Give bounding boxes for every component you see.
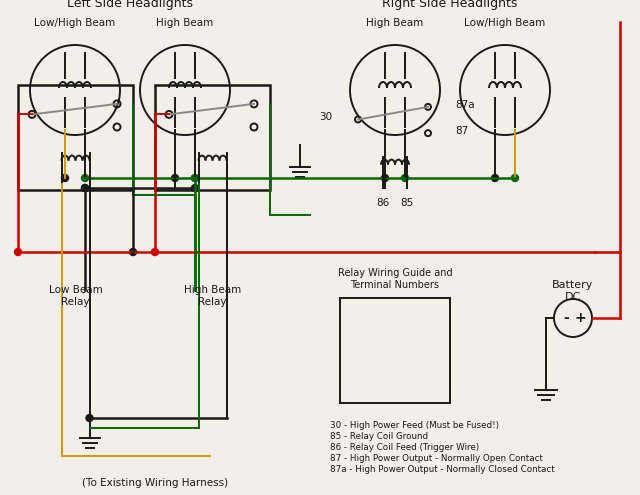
Circle shape [61,175,68,182]
Circle shape [152,248,159,255]
Text: Right Side Headlights: Right Side Headlights [382,0,518,10]
Circle shape [381,175,388,182]
Text: High Beam
Relay: High Beam Relay [184,286,241,307]
Circle shape [81,185,88,192]
Text: +: + [574,311,586,325]
Text: Low/High Beam: Low/High Beam [465,18,546,28]
Circle shape [81,185,88,192]
Text: DC: DC [565,292,581,302]
Circle shape [191,175,198,182]
Bar [155,85,270,190]
Circle shape [81,175,88,182]
Text: (To Existing Wiring Harness): (To Existing Wiring Harness) [82,478,228,488]
Text: 86 - Relay Coil Feed (Trigger Wire): 86 - Relay Coil Feed (Trigger Wire) [330,443,479,452]
Circle shape [401,175,408,182]
Text: 87a: 87a [455,100,475,110]
Text: Relay Wiring Guide and
Terminal Numbers: Relay Wiring Guide and Terminal Numbers [338,268,452,290]
Text: 87a - High Power Output - Normally Closed Contact: 87a - High Power Output - Normally Close… [330,465,555,474]
Circle shape [172,175,179,182]
Text: 86: 86 [376,198,390,208]
Circle shape [129,248,136,255]
Text: -: - [563,311,569,325]
Circle shape [86,414,93,422]
Text: Low Beam
Relay: Low Beam Relay [49,286,102,307]
Text: High Beam: High Beam [156,18,214,28]
Text: 30 - High Power Feed (Must be Fused!): 30 - High Power Feed (Must be Fused!) [330,421,499,430]
Text: Left Side Headlights: Left Side Headlights [67,0,193,10]
Circle shape [492,175,499,182]
Text: 85: 85 [401,198,413,208]
Text: High Beam: High Beam [366,18,424,28]
Text: Low/High Beam: Low/High Beam [35,18,116,28]
Text: 85 - Relay Coil Ground: 85 - Relay Coil Ground [330,432,428,441]
Circle shape [191,185,198,192]
Bar [18,85,133,190]
Text: 87: 87 [455,126,468,136]
Circle shape [15,248,22,255]
Bar [340,298,450,403]
Text: 30: 30 [319,112,332,122]
Circle shape [191,175,198,182]
Text: 87 - High Power Output - Normally Open Contact: 87 - High Power Output - Normally Open C… [330,454,543,463]
Text: Battery: Battery [552,280,594,290]
Circle shape [511,175,518,182]
